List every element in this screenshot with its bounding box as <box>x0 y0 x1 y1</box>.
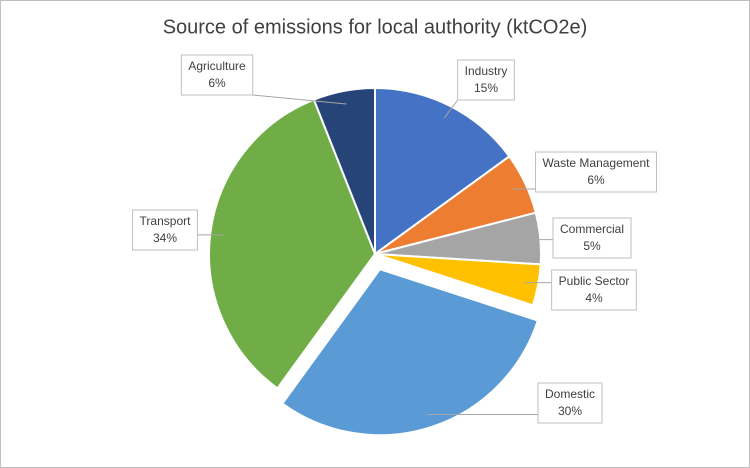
data-label: Agriculture 6% <box>180 54 347 105</box>
data-label: Domestic 30% <box>427 382 603 424</box>
pie-slice <box>280 268 540 437</box>
category-label: Public Sector <box>559 274 630 288</box>
value-label: 6% <box>208 76 226 90</box>
label-box <box>180 54 254 96</box>
value-label: 6% <box>587 173 605 187</box>
pie-slice <box>312 86 376 255</box>
category-label: Industry <box>465 64 508 78</box>
category-label: Waste Management <box>543 156 651 170</box>
data-label: Transport 34% <box>132 209 224 251</box>
pie-slice <box>374 253 542 307</box>
leader-line <box>252 94 347 105</box>
labels: Industry 15% Waste Management 6% Commercial 5… <box>132 54 657 424</box>
pie-slice <box>208 98 377 390</box>
value-label: 5% <box>583 239 601 253</box>
data-label: Public Sector 4% <box>525 269 637 311</box>
label-box <box>537 382 603 424</box>
value-label: 34% <box>153 231 177 245</box>
value-label: 30% <box>558 404 582 418</box>
value-label: 4% <box>585 291 603 305</box>
label-box <box>552 217 632 259</box>
label-box <box>132 209 198 251</box>
data-label: Commercial 5% <box>527 217 632 259</box>
label-box <box>551 269 637 311</box>
leader-line <box>443 99 459 119</box>
pie-slice <box>374 86 511 256</box>
category-label: Transport <box>140 214 192 228</box>
category-label: Agriculture <box>188 59 246 73</box>
value-label: 15% <box>474 81 498 95</box>
category-label: Domestic <box>545 387 595 401</box>
data-label: Waste Management 6% <box>513 151 657 193</box>
label-box <box>457 59 515 101</box>
category-label: Commercial <box>560 222 624 236</box>
data-label: Industry 15% <box>443 59 515 119</box>
chart-title: Source of emissions for local authority … <box>163 16 588 38</box>
label-box <box>535 151 657 193</box>
